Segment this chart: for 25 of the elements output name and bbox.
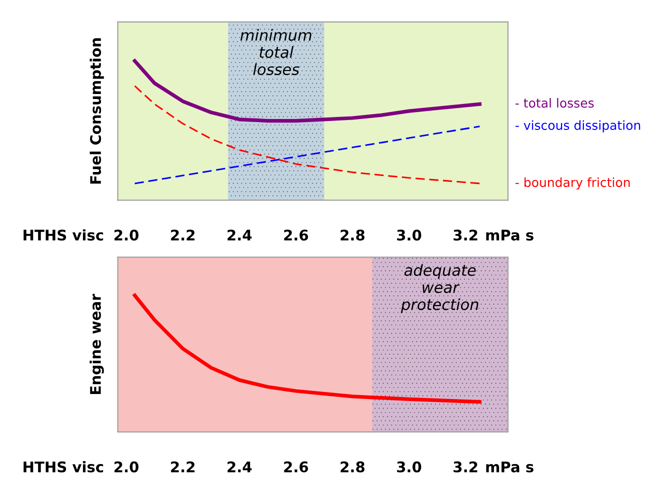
x-axis-title: HTHS visc: [24, 461, 104, 472]
band-label: minimum total losses: [240, 29, 312, 76]
x-tick-label: 2.2: [171, 230, 194, 240]
x-axis-title: HTHS visc: [24, 229, 104, 241]
y-axis-title: Fuel Consumption: [90, 38, 104, 184]
x-tick-label: 2.6: [284, 230, 308, 241]
text: - viscous dissipation: [516, 120, 640, 132]
y-axis-title: Engine wear: [90, 294, 104, 394]
text: - total losses: [516, 98, 594, 108]
text: mPa s: [486, 230, 534, 241]
band-label: adequate wear protection: [400, 264, 478, 314]
x-tick-label: 2.4: [228, 230, 252, 240]
x-tick-label: 2.2: [171, 461, 194, 472]
x-tick-label: 2.0: [114, 230, 138, 241]
x-tick-label: 3.2: [454, 230, 478, 241]
x-tick-label: 3.0: [397, 230, 422, 241]
x-tick-label: 2.8: [340, 461, 364, 472]
x-tick-label: 2.6: [284, 461, 308, 472]
text: - boundary friction: [516, 177, 630, 190]
text: mPa s: [486, 462, 534, 472]
x-tick-label: 2.0: [114, 461, 138, 472]
x-tick-label: 3.0: [397, 461, 422, 472]
x-tick-label: 2.4: [228, 461, 252, 472]
x-tick-label: 2.8: [340, 230, 364, 241]
x-tick-label: 3.2: [454, 461, 478, 472]
